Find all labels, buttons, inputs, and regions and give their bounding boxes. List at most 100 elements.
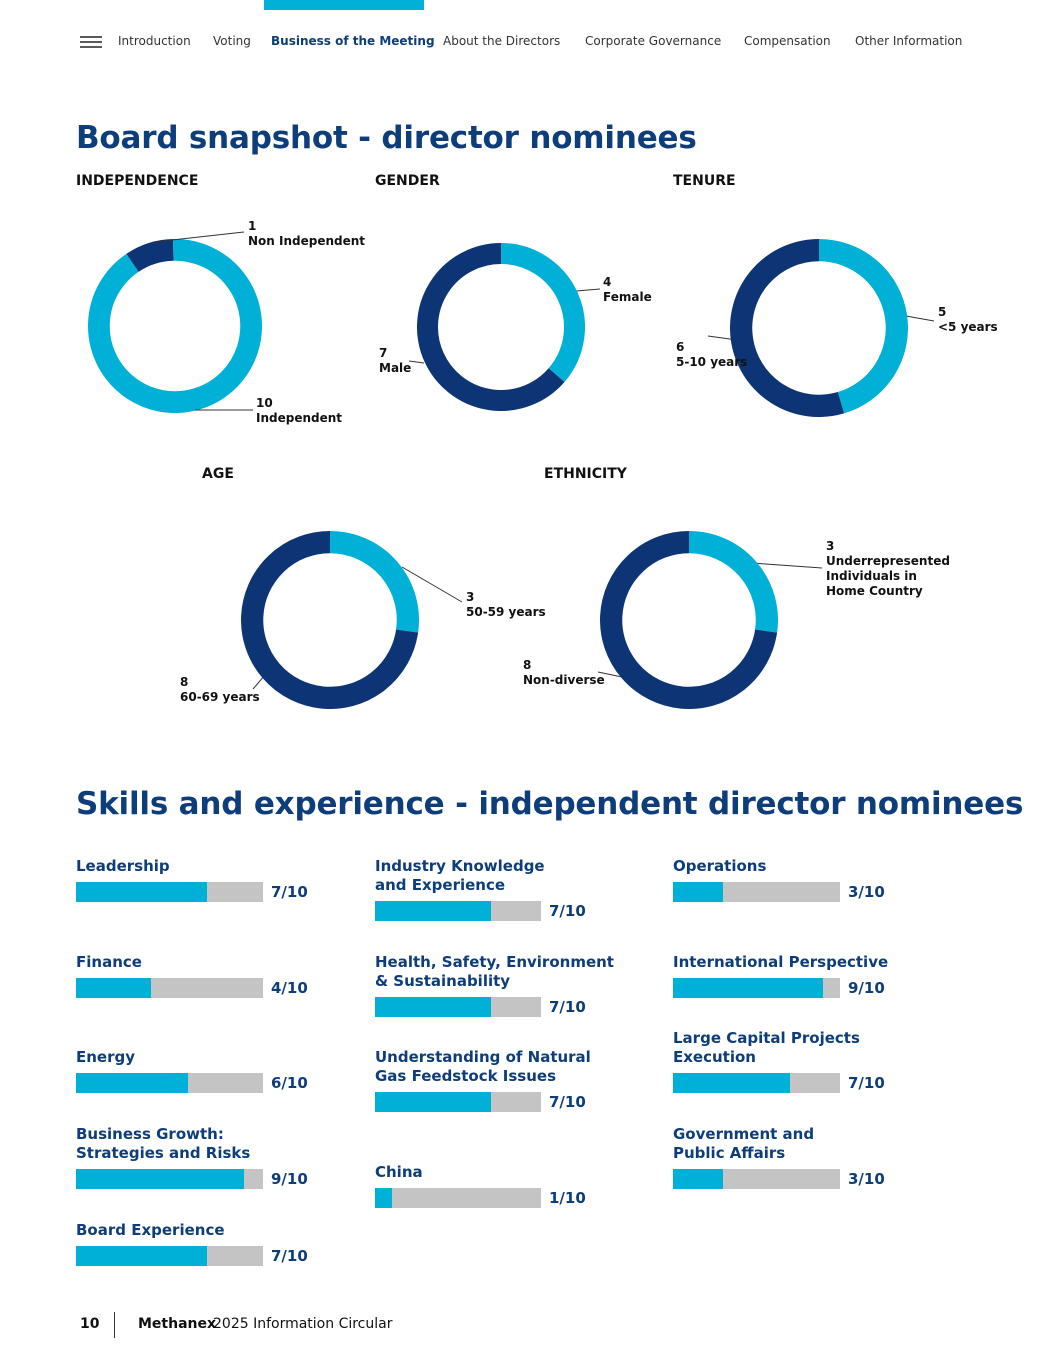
- independence-non-independent-label: 1 Non Independent: [248, 219, 365, 249]
- tenure-segment-0: [818, 239, 908, 414]
- skill-bar: 7/10: [375, 1092, 605, 1112]
- skill-bar: 1/10: [375, 1188, 635, 1208]
- ethnicity-underrepresented-text-2: Individuals in: [826, 569, 917, 583]
- skill-large-capital-projects: Large Capital Projects Execution 7/10: [673, 1029, 885, 1093]
- skill-label: International Perspective: [673, 953, 889, 971]
- ethnicity-underrepresented-value: 3: [826, 539, 835, 553]
- skill-energy: Energy 6/10: [76, 1048, 336, 1093]
- tenure-segment-1: [730, 239, 845, 417]
- skill-bar-fill: [76, 882, 207, 902]
- nav-introduction[interactable]: Introduction: [118, 34, 191, 48]
- skill-bar-fill: [76, 1246, 207, 1266]
- board-snapshot-heading: Board snapshot - director nominees: [76, 120, 697, 156]
- skill-label: Leadership: [76, 857, 170, 875]
- skill-bar: 3/10: [673, 1169, 885, 1189]
- skill-value: 3/10: [848, 883, 885, 901]
- skill-bar-fill: [673, 882, 723, 902]
- skill-business-growth: Business Growth: Strategies and Risks 9/…: [76, 1125, 316, 1189]
- skill-bar-fill: [375, 1188, 392, 1208]
- skill-label: Energy: [76, 1048, 136, 1066]
- skill-value: 7/10: [549, 998, 586, 1016]
- nav-compensation[interactable]: Compensation: [744, 34, 831, 48]
- age-donut: [241, 531, 419, 709]
- skill-label: Government and Public Affairs: [673, 1125, 815, 1162]
- skill-value: 6/10: [271, 1074, 308, 1092]
- skills-heading: Skills and experience - independent dire…: [76, 786, 1024, 822]
- tenure-under5-label: 5 <5 years: [938, 305, 998, 335]
- tenure-5to10-label: 6 5-10 years: [676, 340, 747, 370]
- skill-value: 7/10: [271, 1247, 308, 1265]
- skill-value: 7/10: [271, 883, 308, 901]
- skill-bar: 6/10: [76, 1073, 336, 1093]
- skill-bar-track: [375, 1188, 541, 1208]
- tenure-under5-text: <5 years: [938, 320, 998, 334]
- independence-independent-value: 10: [256, 396, 273, 410]
- skill-value: 3/10: [848, 1170, 885, 1188]
- gender-female-text: Female: [603, 290, 652, 304]
- skill-value: 7/10: [848, 1074, 885, 1092]
- ethnicity-title: ETHNICITY: [544, 466, 627, 482]
- independence-title: INDEPENDENCE: [76, 173, 199, 189]
- ethnicity-non-diverse-label: 8 Non-diverse: [523, 658, 605, 688]
- skill-hse-sustainability: Health, Safety, Environment & Sustainabi…: [375, 953, 615, 1017]
- active-section-indicator: [264, 0, 424, 10]
- skill-board-experience: Board Experience 7/10: [76, 1221, 336, 1266]
- skill-china: China 1/10: [375, 1163, 635, 1208]
- skill-label: Finance: [76, 953, 142, 971]
- skill-label: Board Experience: [76, 1221, 225, 1239]
- skill-bar-fill: [673, 1073, 790, 1093]
- skill-value: 4/10: [271, 979, 308, 997]
- gender-donut: [417, 243, 585, 411]
- skill-bar-fill: [673, 978, 823, 998]
- ethnicity-segment-1: [600, 531, 778, 709]
- menu-icon[interactable]: [80, 36, 102, 50]
- skill-label: China: [375, 1163, 423, 1181]
- skill-bar-fill: [76, 1169, 244, 1189]
- footer-brand: Methanex: [138, 1316, 217, 1332]
- skill-natural-gas-feedstock: Understanding of Natural Gas Feedstock I…: [375, 1048, 605, 1112]
- skill-bar-fill: [375, 997, 491, 1017]
- tenure-5to10-value: 6: [676, 340, 685, 354]
- skill-label: Large Capital Projects Execution: [673, 1029, 860, 1066]
- skill-operations: Operations 3/10: [673, 857, 933, 902]
- skill-leadership: Leadership 7/10: [76, 857, 336, 902]
- skill-bar-fill: [673, 1169, 723, 1189]
- gender-title: GENDER: [375, 173, 440, 189]
- age-50-59-label: 3 50-59 years: [466, 590, 546, 620]
- ethnicity-underrepresented-label: 3 Underrepresented Individuals in Home C…: [826, 539, 950, 599]
- independence-independent-text: Independent: [256, 411, 343, 425]
- skill-bar-fill: [76, 978, 151, 998]
- skill-bar-fill: [76, 1073, 188, 1093]
- skill-bar: 7/10: [375, 997, 615, 1017]
- skill-value: 7/10: [549, 1093, 586, 1111]
- skill-finance: Finance 4/10: [76, 953, 336, 998]
- skill-government-public-affairs: Government and Public Affairs 3/10: [673, 1125, 885, 1189]
- footer-document-title: 2025 Information Circular: [213, 1316, 393, 1332]
- age-title: AGE: [202, 466, 234, 482]
- skill-value: 1/10: [549, 1189, 586, 1207]
- gender-segment-1: [417, 243, 565, 411]
- gender-male-label: 7 Male: [379, 346, 411, 376]
- ethnicity-segment-0: [688, 531, 778, 633]
- nav-business-of-the-meeting[interactable]: Business of the Meeting: [271, 34, 435, 48]
- footer-divider: [114, 1312, 115, 1338]
- skill-bar-fill: [375, 1092, 491, 1112]
- nav-about-the-directors[interactable]: About the Directors: [443, 34, 561, 48]
- skill-bar: 9/10: [673, 978, 933, 998]
- independence-non-independent-value: 1: [248, 219, 257, 233]
- skill-bar: 7/10: [673, 1073, 885, 1093]
- skill-bar: 7/10: [76, 882, 336, 902]
- independence-independent-label: 10 Independent: [256, 396, 342, 426]
- tenure-donut: [730, 239, 908, 417]
- independence-segment-1: [88, 239, 262, 413]
- nav-corporate-governance[interactable]: Corporate Governance: [585, 34, 722, 48]
- age-segment-1: [241, 531, 419, 709]
- age-segment-0: [329, 531, 419, 633]
- skill-label: Health, Safety, Environment & Sustainabi…: [375, 953, 614, 990]
- nav-other-information[interactable]: Other Information: [855, 34, 963, 48]
- age-60-69-value: 8: [180, 675, 189, 689]
- nav-voting[interactable]: Voting: [213, 34, 251, 48]
- age-50-59-text: 50-59 years: [466, 605, 546, 619]
- skill-bar: 9/10: [76, 1169, 316, 1189]
